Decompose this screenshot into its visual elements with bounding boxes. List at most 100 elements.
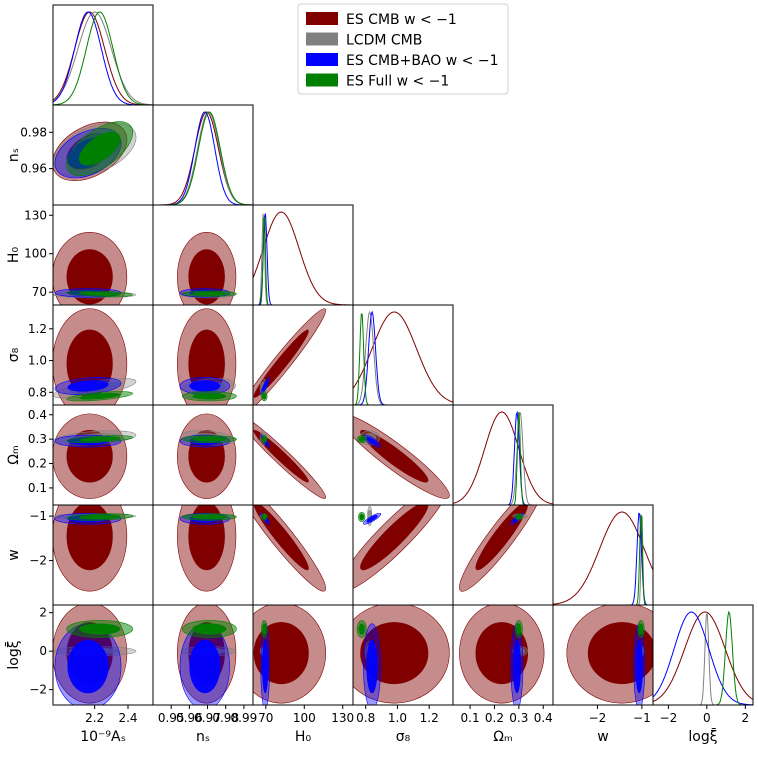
cell-logxi-H0 <box>253 605 327 705</box>
marginal-logxi <box>653 610 753 705</box>
x-tick-label: 100 <box>293 711 316 725</box>
x-axis-label-w: w <box>597 729 608 745</box>
axes-layer: 0.960.98nₛ70100130H₀0.81.01.2σ₈0.10.20.3… <box>4 4 754 745</box>
cell-w-As <box>53 505 137 592</box>
marginal-w <box>553 511 653 605</box>
density-series-2 <box>53 11 153 105</box>
density-series-0 <box>553 511 653 605</box>
cell-Om-ns <box>177 413 237 499</box>
y-tick-label: 0.98 <box>20 125 47 139</box>
density-series-2 <box>553 512 653 605</box>
legend-label: LCDM CMB <box>346 33 422 49</box>
contour-68-series-2 <box>67 639 109 694</box>
marginal-As <box>53 11 153 105</box>
density-series-2 <box>353 310 453 405</box>
contour-68-series-0 <box>66 505 113 571</box>
contour-68-series-3 <box>192 514 227 520</box>
x-tick-label: −2 <box>589 711 607 725</box>
contour-68-series-3 <box>516 514 522 520</box>
x-tick-label: 2 <box>741 711 749 725</box>
marginal-Om <box>453 410 553 505</box>
contour-68-series-2 <box>262 639 269 694</box>
density-layer <box>53 11 753 705</box>
density-series-1 <box>53 11 153 105</box>
contour-68-series-3 <box>358 436 365 442</box>
x-tick-label: 70 <box>258 711 273 725</box>
y-tick-label: 0.3 <box>28 432 47 446</box>
x-tick-label: 0.97 <box>194 711 221 725</box>
marginal-sigma8 <box>353 310 453 405</box>
x-axis-label-logxi: logξ̄ <box>688 727 717 745</box>
legend-box <box>297 3 509 95</box>
contour-68-series-2 <box>366 515 378 523</box>
x-tick-label: 0.96 <box>176 711 203 725</box>
contour-68-series-3 <box>79 393 121 400</box>
y-tick-label: 2 <box>39 606 47 620</box>
cell-H0-ns <box>177 231 237 305</box>
cell-w-Om <box>459 505 545 592</box>
cell-logxi-sigma8 <box>353 605 450 705</box>
cell-sigma8-H0 <box>253 308 327 405</box>
contour-68-series-3 <box>192 393 227 400</box>
density-series-0 <box>653 611 753 703</box>
legend-label: ES CMB+BAO w < −1 <box>346 53 499 69</box>
contour-layer <box>53 121 653 705</box>
cell-w-ns <box>177 505 237 592</box>
contour-68-series-3 <box>359 513 365 521</box>
density-series-1 <box>653 613 753 705</box>
cell-w-H0 <box>253 505 327 592</box>
cell-logxi-w <box>566 605 653 705</box>
contour-68-series-2 <box>512 639 521 694</box>
y-tick-label: 70 <box>32 285 47 299</box>
density-series-2 <box>653 611 753 705</box>
contour-68-series-3 <box>79 514 121 520</box>
y-axis-label-logxi: logξ̄ <box>4 640 22 669</box>
x-tick-label: 0.1 <box>461 711 480 725</box>
density-series-0 <box>53 11 153 105</box>
y-tick-label: 0.1 <box>28 481 47 495</box>
x-tick-label: 0.99 <box>231 711 258 725</box>
y-axis-label-Om: Ωₘ <box>6 445 22 464</box>
x-axis-label-As: 10⁻⁹Aₛ <box>80 729 126 745</box>
contour-68-series-3 <box>262 393 267 400</box>
x-tick-label: 2.4 <box>118 711 137 725</box>
x-tick-label: 2.2 <box>85 711 104 725</box>
cell-sigma8-ns <box>177 308 237 405</box>
x-axis-label-sigma8: σ₈ <box>396 729 411 745</box>
contour-68-series-2 <box>635 639 643 694</box>
panel-frame <box>152 104 254 206</box>
cell-logxi-Om <box>459 605 545 705</box>
cell-logxi-ns <box>177 605 237 705</box>
y-axis-label-sigma8: σ₈ <box>6 347 22 362</box>
x-tick-label: 0.95 <box>158 711 185 725</box>
contour-68-series-3 <box>638 623 644 635</box>
density-series-1 <box>353 310 453 405</box>
cell-Om-H0 <box>253 413 327 499</box>
y-tick-label: −2 <box>29 683 47 697</box>
density-series-3 <box>153 111 253 205</box>
x-tick-label: 0.98 <box>212 711 239 725</box>
contour-68-series-3 <box>358 623 365 635</box>
x-tick-label: 1.2 <box>420 711 439 725</box>
y-tick-label: 1.2 <box>28 322 47 336</box>
cell-H0-As <box>53 231 137 305</box>
contour-68-series-2 <box>67 380 109 392</box>
contour-68-series-2 <box>366 437 378 446</box>
density-series-0 <box>253 211 353 305</box>
contour-68-series-3 <box>79 436 121 442</box>
legend-swatch <box>306 53 338 66</box>
contour-68-series-3 <box>192 436 227 442</box>
cell-logxi-As <box>53 605 137 705</box>
contour-68-series-0 <box>253 505 309 571</box>
y-axis-label-w: w <box>6 549 22 560</box>
panel-frame <box>452 404 554 506</box>
density-series-3 <box>653 610 753 705</box>
y-tick-label: −2 <box>29 554 47 568</box>
x-tick-label: 0.8 <box>356 711 375 725</box>
cell-sigma8-As <box>53 308 137 405</box>
contour-68-series-2 <box>189 380 221 392</box>
contour-68-series-3 <box>79 291 121 296</box>
legend-swatch <box>306 32 338 46</box>
contour-68-series-0 <box>360 505 429 571</box>
panel-frame <box>652 604 754 706</box>
